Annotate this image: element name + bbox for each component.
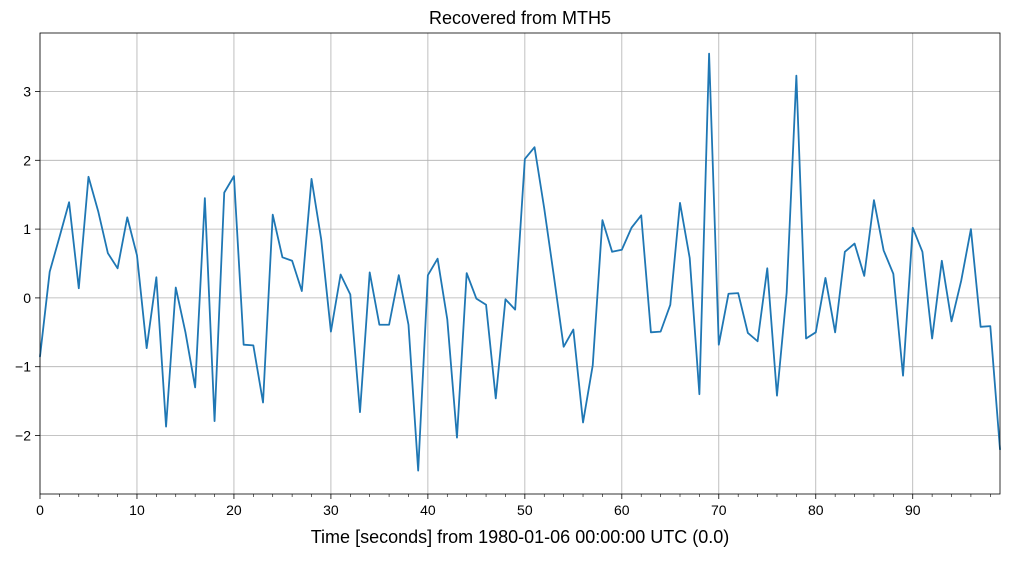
x-tick-label: 30 [323, 502, 339, 518]
x-tick-label: 20 [226, 502, 242, 518]
y-tick-label: 3 [23, 83, 31, 99]
series-layer [39, 52, 1001, 472]
x-tick-label: 10 [129, 502, 145, 518]
axis-ticks: 0 10 20 30 40 50 60 70 80 90 −2 −1 0 1 2 3 [15, 83, 991, 518]
y-tick-label: −1 [15, 359, 31, 375]
x-axis-label: Time [seconds] from 1980-01-06 00:00:00 … [311, 527, 730, 547]
series-line [39, 52, 1001, 472]
x-tick-label: 40 [420, 502, 436, 518]
chart-title: Recovered from MTH5 [429, 8, 611, 28]
y-tick-label: −2 [15, 428, 31, 444]
y-tick-label: 1 [23, 221, 31, 237]
y-tick-label: 0 [23, 290, 31, 306]
x-tick-label: 60 [614, 502, 630, 518]
x-tick-label: 90 [905, 502, 921, 518]
grid [39, 33, 1000, 494]
x-tick-label: 50 [517, 502, 533, 518]
axes-frame [39, 32, 1001, 495]
x-tick-label: 80 [808, 502, 824, 518]
y-tick-label: 2 [23, 152, 31, 168]
x-tick-label: 0 [36, 502, 44, 518]
x-tick-label: 70 [711, 502, 727, 518]
